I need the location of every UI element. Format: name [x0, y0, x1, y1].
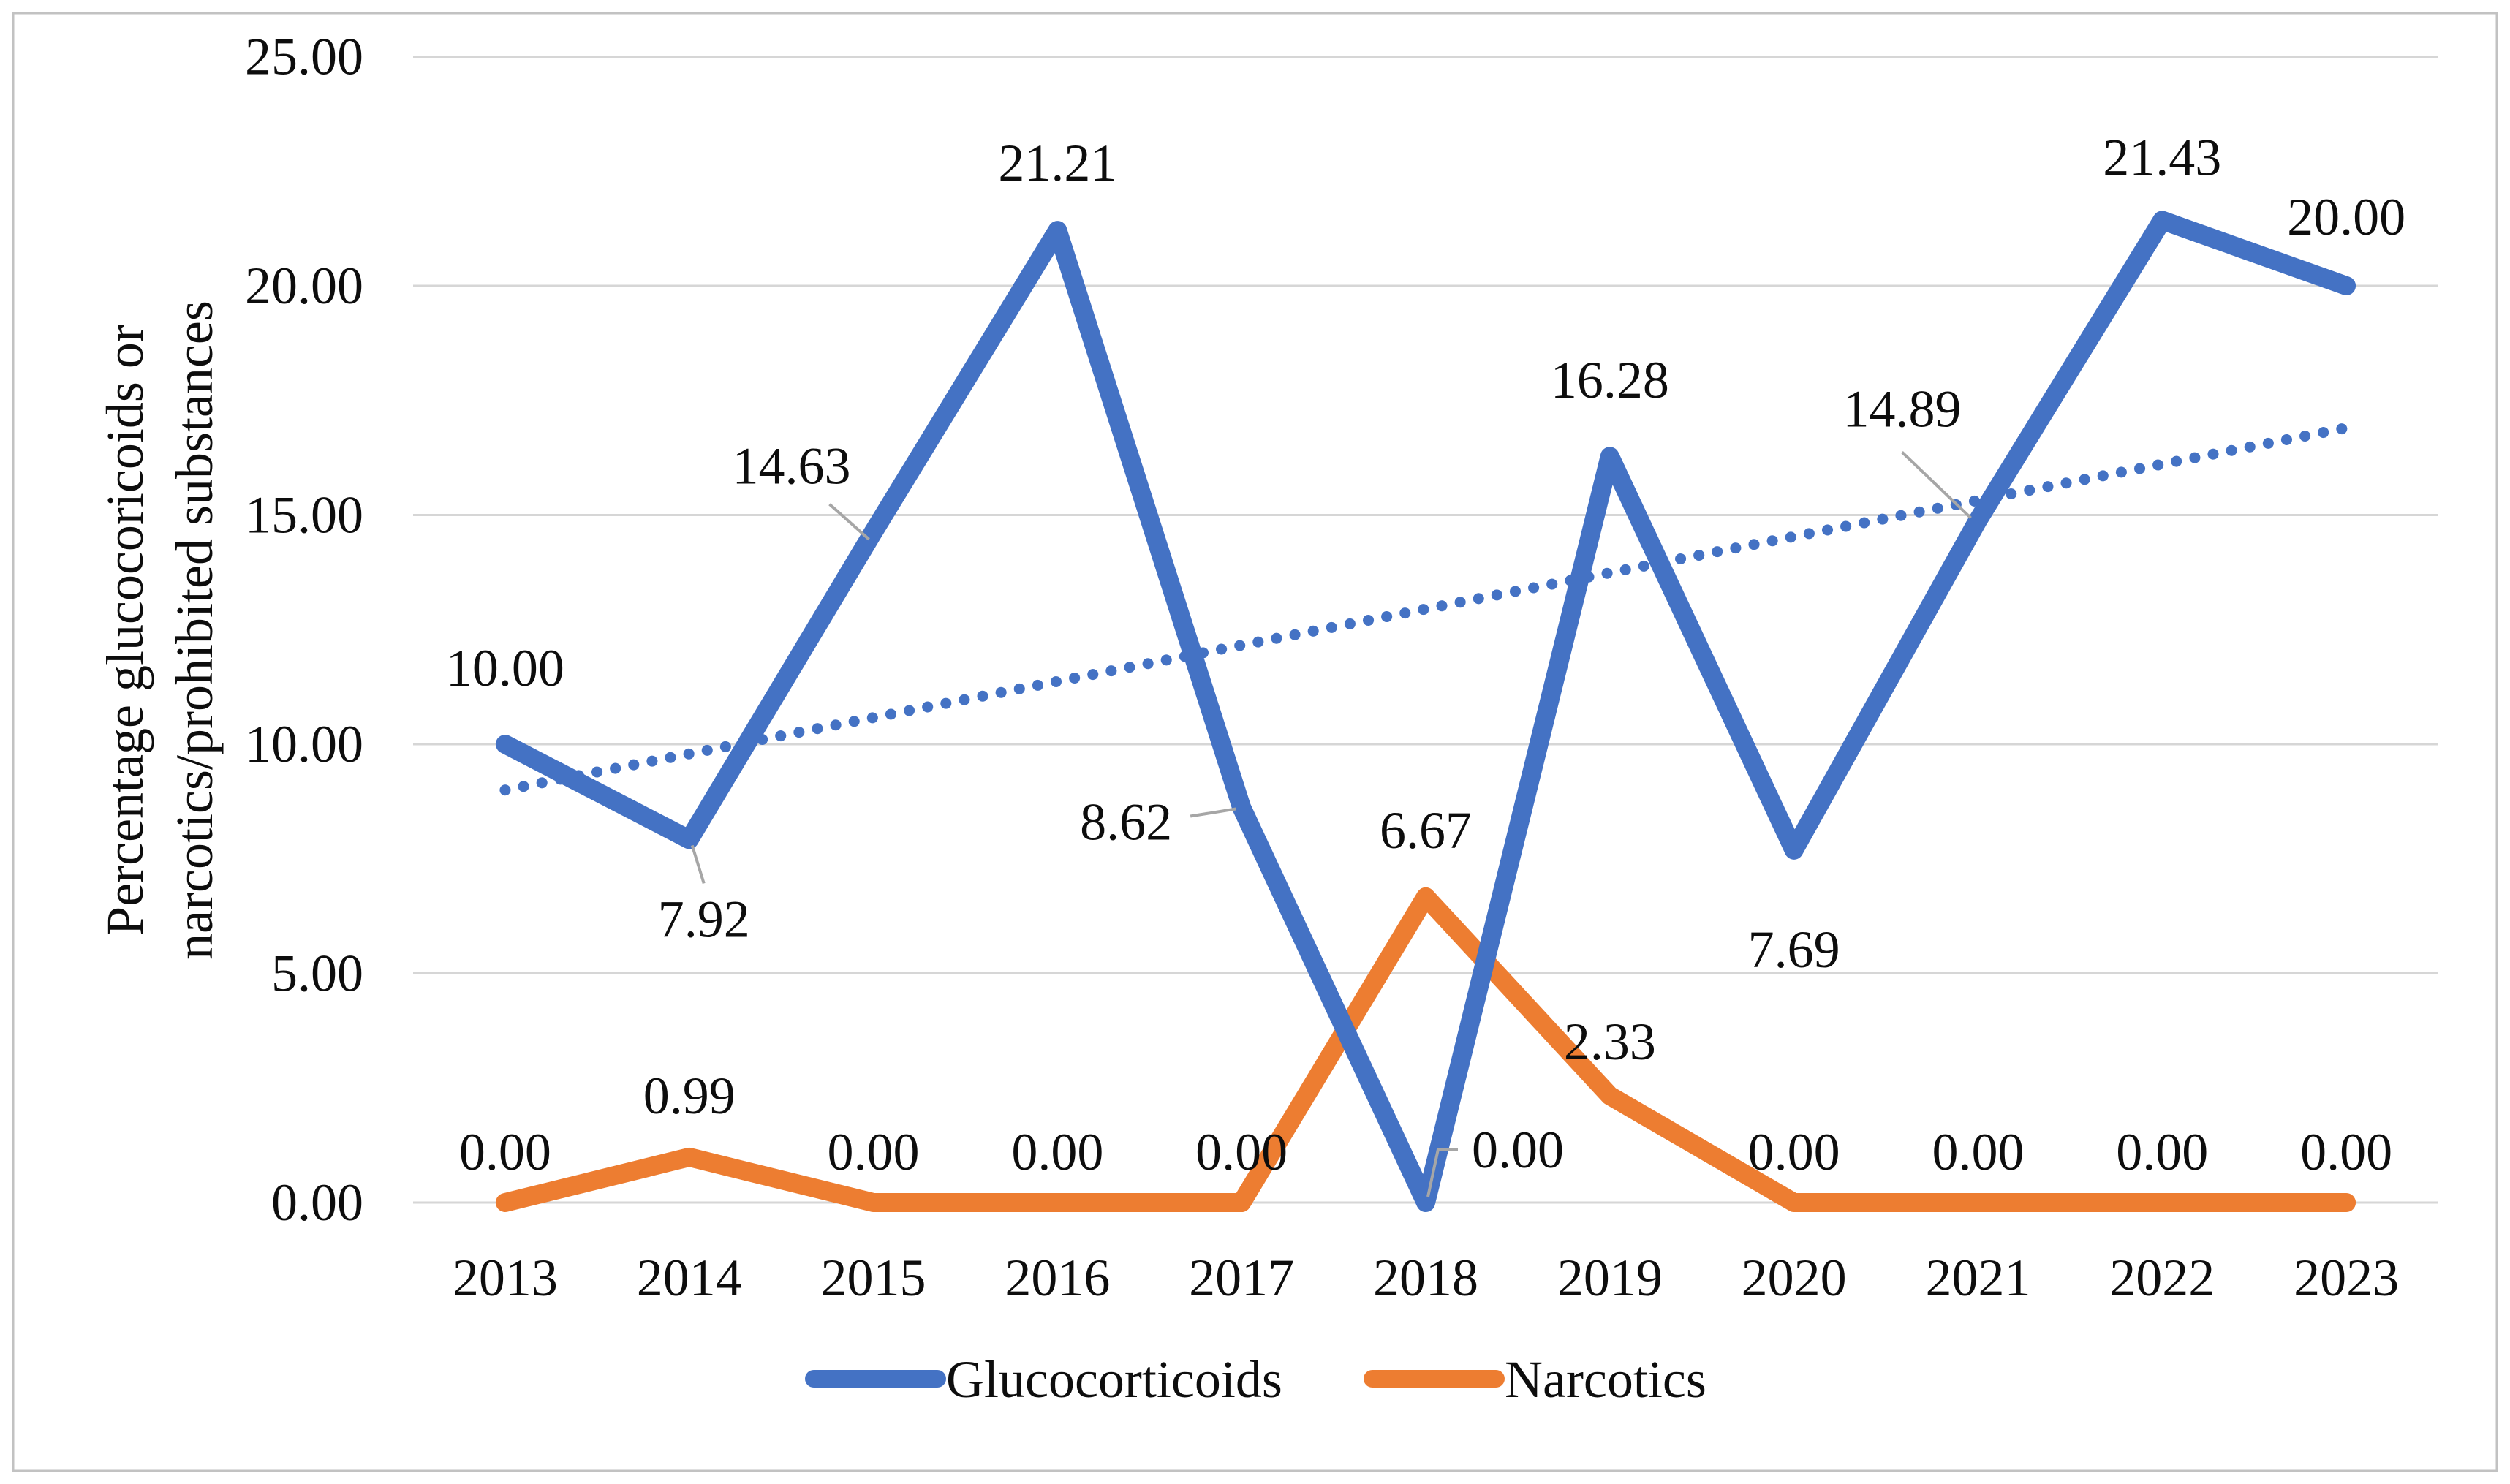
data-label-glucocorticoids-2016: 21.21: [998, 134, 1116, 192]
data-label-glucocorticoids-2020: 7.69: [1748, 920, 1840, 979]
leader-line: [1190, 807, 1236, 818]
data-label-narcotics-2019: 2.33: [1564, 1012, 1656, 1071]
leader-line: [690, 844, 706, 885]
x-tick-label: 2018: [1373, 1249, 1478, 1307]
data-label-narcotics-2023: 0.00: [2300, 1123, 2392, 1181]
narcotics-line: [495, 887, 2356, 1212]
data-label-glucocorticoids-2017: 8.62: [1080, 793, 1172, 852]
data-label-narcotics-2022: 0.00: [2116, 1123, 2208, 1181]
x-tick-label: 2023: [2294, 1249, 2399, 1307]
data-label-narcotics-2014: 0.99: [643, 1067, 736, 1125]
data-label-glucocorticoids-2014: 7.92: [658, 890, 750, 948]
x-tick-label: 2013: [453, 1249, 558, 1307]
y-axis-title-line1: Percentage glucocoricoids or: [96, 325, 154, 936]
x-tick-label: 2015: [821, 1249, 926, 1307]
y-tick-label: 10.00: [245, 715, 363, 773]
leader-line: [1901, 450, 1972, 519]
x-tick-label: 2021: [1925, 1249, 2030, 1307]
x-tick-label: 2020: [1742, 1249, 1847, 1307]
y-tick-label: 25.00: [245, 28, 363, 86]
data-label-narcotics-2013: 0.00: [459, 1123, 551, 1181]
data-label-glucocorticoids-2019: 16.28: [1551, 351, 1669, 409]
data-label-narcotics-2020: 0.00: [1748, 1123, 1840, 1181]
data-label-glucocorticoids-2013: 10.00: [446, 639, 564, 697]
y-tick-label: 0.00: [271, 1173, 363, 1232]
data-label-glucocorticoids-2018: 0.00: [1472, 1121, 1564, 1179]
figure-border: [12, 12, 2498, 1472]
glucocorticoids-line: [495, 211, 2356, 1212]
y-axis-title-line2: narcotics/prohibited substances: [165, 300, 224, 960]
x-tick-label: 2016: [1005, 1249, 1110, 1307]
data-label-narcotics-2021: 0.00: [1932, 1123, 2024, 1181]
glucocorticoids-trendline: [499, 422, 2352, 796]
data-label-narcotics-2015: 0.00: [828, 1123, 920, 1181]
x-tick-label: 2019: [1557, 1249, 1663, 1307]
y-tick-label: 15.00: [245, 486, 363, 545]
leader-line: [1426, 1148, 1458, 1197]
legend-label-glucocorticoids: Glucocorticoids: [946, 1350, 1282, 1409]
data-label-glucocorticoids-2015: 14.63: [733, 437, 851, 496]
x-tick-label: 2022: [2109, 1249, 2215, 1307]
data-label-glucocorticoids-2023: 20.00: [2287, 188, 2405, 246]
x-tick-label: 2017: [1189, 1249, 1294, 1307]
data-label-narcotics-2018: 6.67: [1380, 801, 1472, 860]
y-tick-label: 20.00: [245, 257, 363, 315]
data-label-narcotics-2017: 0.00: [1195, 1123, 1288, 1181]
leader-line: [828, 503, 870, 541]
data-label-glucocorticoids-2022: 21.43: [2103, 128, 2221, 186]
legend-label-narcotics: Narcotics: [1505, 1350, 1706, 1409]
data-label-narcotics-2016: 0.00: [1011, 1123, 1103, 1181]
y-tick-label: 5.00: [271, 944, 363, 1003]
x-tick-label: 2014: [637, 1249, 742, 1307]
data-label-glucocorticoids-2021: 14.89: [1842, 379, 1961, 438]
